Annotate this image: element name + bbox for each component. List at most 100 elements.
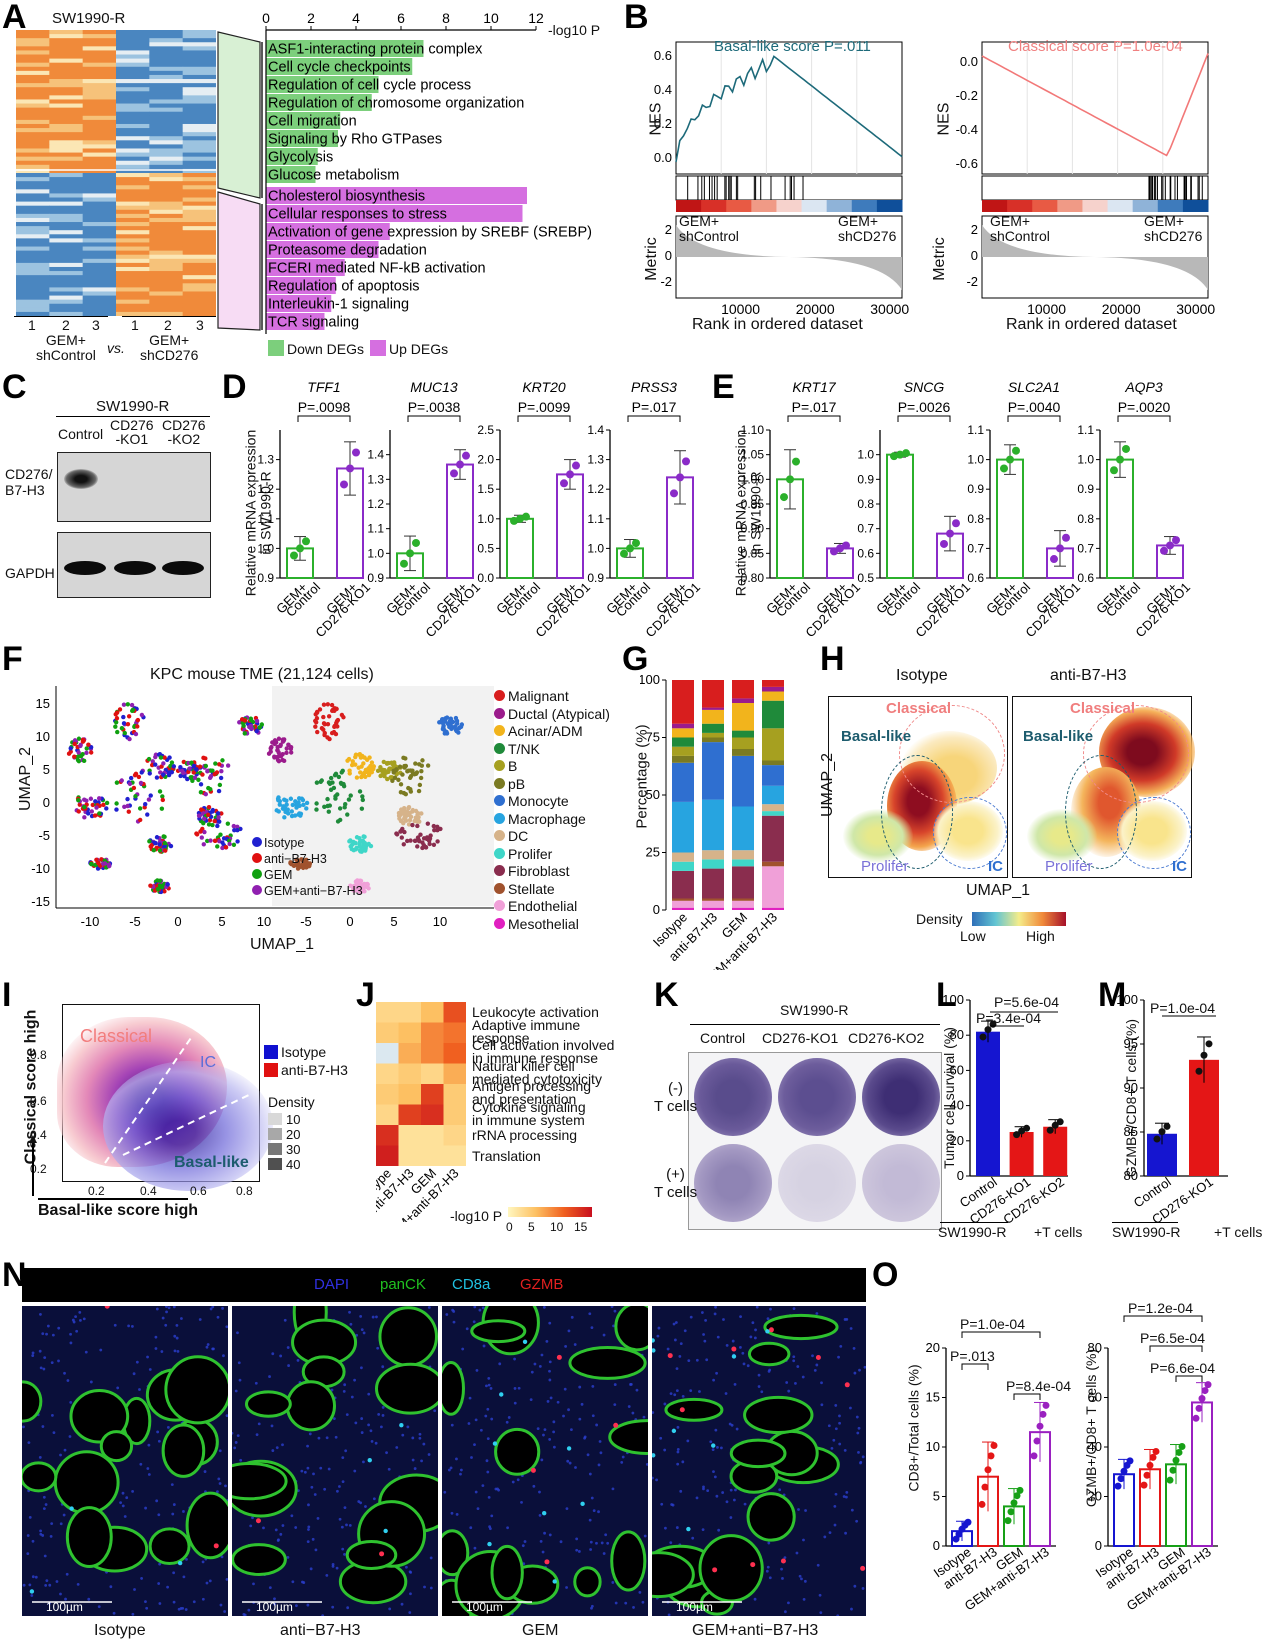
heatmap-cell	[116, 287, 150, 292]
cd8-dot	[566, 1446, 572, 1451]
g-stack-segment	[762, 686, 784, 692]
lm-tick-label: 20	[950, 1133, 964, 1148]
f-celltype-dot	[338, 780, 344, 786]
b-xtick: 30000	[1176, 301, 1215, 317]
heatmap-cell	[116, 58, 150, 64]
f-celltype-dot	[361, 772, 366, 777]
nucleus-dot	[216, 1490, 219, 1494]
f-celltype-dot	[420, 840, 425, 845]
nucleus-dot	[427, 1306, 431, 1309]
gzmb-dot	[613, 1422, 619, 1428]
nucleus-dot	[41, 1332, 45, 1336]
nucleus-dot	[395, 1446, 399, 1449]
heatmap-cell	[82, 132, 117, 137]
heatmap-cell	[182, 295, 217, 301]
nucleus-dot	[700, 1311, 704, 1314]
f-right-bg	[272, 686, 494, 906]
heatmap-cell	[49, 258, 84, 264]
f-cell-dot	[146, 756, 152, 762]
nucleus-dot	[165, 1310, 168, 1314]
nucleus-dot	[359, 1314, 363, 1318]
cd8-dot	[522, 1339, 528, 1345]
heatmap-cell	[82, 42, 117, 47]
heatmap-cell	[116, 128, 150, 133]
g-stack-segment	[762, 804, 784, 812]
b-xtick: 20000	[1102, 301, 1141, 317]
heatmap-cell	[16, 217, 50, 223]
heatmap-cell	[149, 42, 184, 47]
nucleus-dot	[704, 1318, 708, 1322]
heatmap-cell	[49, 217, 84, 223]
nucleus-dot	[125, 1496, 129, 1500]
nucleus-dot	[638, 1591, 642, 1594]
nucleus-dot	[676, 1447, 680, 1451]
heatmap-cell	[182, 168, 217, 174]
f-cell-dot	[207, 817, 213, 823]
g-stack-segment	[702, 859, 724, 869]
heatmap-cell	[149, 307, 184, 313]
b-ytick: 0.4	[654, 82, 672, 97]
nucleus-dot	[833, 1523, 837, 1527]
nucleus-dot	[540, 1458, 544, 1462]
nucleus-dot	[238, 1378, 242, 1382]
nucleus-dot	[751, 1321, 755, 1325]
nucleus-dot	[450, 1511, 454, 1515]
heatmap-cell	[82, 303, 117, 309]
nucleus-dot	[205, 1581, 209, 1585]
nucleus-dot	[548, 1438, 552, 1441]
nucleus-dot	[177, 1607, 181, 1611]
heatmap-cell	[116, 279, 150, 284]
nucleus-dot	[787, 1601, 790, 1605]
qpcr-pvalue: P=.0099	[518, 399, 571, 415]
nucleus-dot	[498, 1362, 502, 1366]
i-density-item: 40	[268, 1157, 300, 1172]
f-celltype-dot	[418, 775, 424, 781]
c-loading-label: GAPDH	[5, 565, 55, 581]
nucleus-dot	[823, 1535, 827, 1539]
heatmap-cell	[49, 148, 84, 154]
heatmap-cell	[16, 152, 50, 158]
qpcr-tick-label: 0.0	[477, 571, 494, 585]
heatmap-cell	[182, 217, 217, 223]
nucleus-dot	[702, 1485, 705, 1489]
nucleus-dot	[306, 1466, 310, 1470]
nucleus-dot	[853, 1371, 857, 1375]
o-left-p2: P=.013	[950, 1348, 995, 1364]
enrichment-term: Signaling by Rho GTPases	[268, 132, 442, 148]
nucleus-dot	[79, 1318, 82, 1322]
heatmap-cell	[49, 262, 84, 268]
nucleus-dot	[676, 1462, 680, 1466]
g-stack-segment	[762, 680, 784, 687]
lm-tick-label: 100	[1116, 992, 1138, 1007]
nucleus-dot	[612, 1324, 615, 1328]
nucleus-dot	[343, 1506, 347, 1510]
nucleus-dot	[236, 1434, 240, 1438]
o-tick-label: 15	[926, 1390, 940, 1405]
nucleus-dot	[624, 1601, 628, 1605]
f-celltype-dot	[319, 778, 324, 783]
nucleus-dot	[613, 1383, 617, 1386]
g-stack-segment	[762, 700, 784, 729]
f-xtick: -10	[81, 914, 100, 929]
cd8-dot	[29, 1589, 35, 1594]
f-cell-dot	[189, 760, 194, 765]
f-celltype-dot	[288, 750, 294, 755]
h-right-frame	[1012, 696, 1195, 878]
nucleus-dot	[139, 1462, 143, 1466]
nucleus-dot	[275, 1446, 279, 1450]
nucleus-dot	[66, 1379, 70, 1382]
nucleus-dot	[357, 1500, 361, 1503]
nucleus-dot	[629, 1383, 632, 1386]
gzmb-dot	[104, 1306, 110, 1309]
heatmap-cell	[182, 42, 217, 47]
f-cell-dot	[146, 797, 152, 802]
heatmap-cell	[149, 34, 184, 39]
qpcr-tick-label: 1.4	[587, 423, 604, 437]
nucleus-dot	[413, 1467, 417, 1470]
nucleus-dot	[676, 1450, 680, 1454]
heatmap-cell	[16, 209, 50, 215]
f-cell-dot	[139, 712, 145, 718]
heatmap-cell	[16, 213, 50, 219]
f-celltype-dot	[331, 785, 337, 791]
nucleus-dot	[362, 1331, 366, 1335]
